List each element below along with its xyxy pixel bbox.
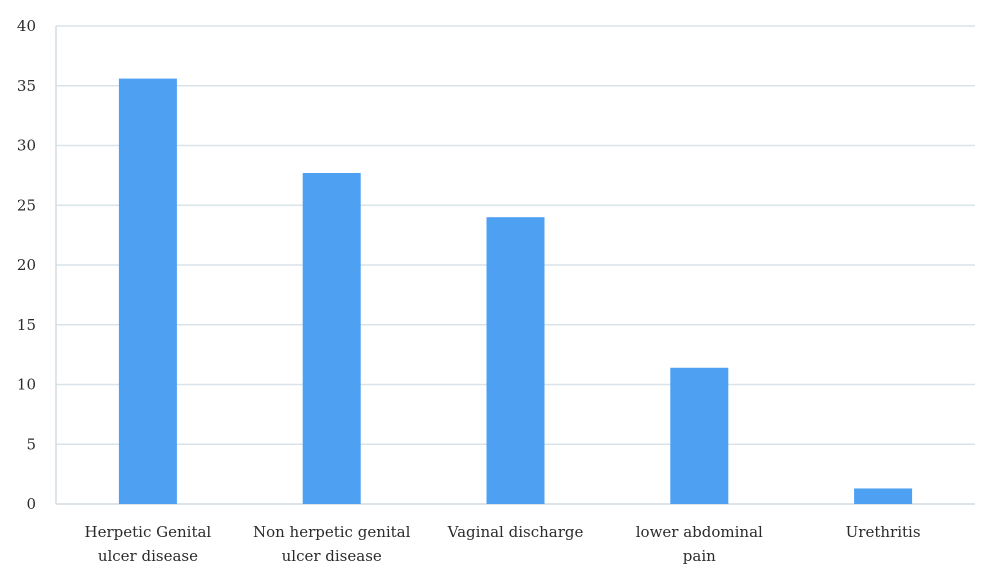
- x-tick-label: Vaginal discharge: [447, 523, 584, 541]
- y-tick-label: 10: [17, 376, 36, 394]
- y-tick-label: 0: [26, 495, 36, 513]
- y-tick-label: 20: [17, 256, 36, 274]
- bars: [118, 78, 913, 505]
- bar: [302, 172, 361, 505]
- y-tick-label: 35: [17, 77, 36, 95]
- y-tick-label: 30: [17, 137, 36, 155]
- bar: [118, 78, 177, 504]
- x-axis-ticks: Herpetic Genital ulcer disease Non herpeti…: [85, 523, 921, 565]
- y-tick-label: 5: [26, 435, 36, 453]
- y-axis-ticks: 0 5 10 15 20 25 30 35 40: [17, 17, 36, 513]
- bar: [854, 488, 913, 504]
- bar: [670, 367, 729, 504]
- x-tick-label: Urethritis: [846, 523, 921, 541]
- y-tick-label: 25: [17, 196, 36, 214]
- bar: [486, 217, 545, 504]
- x-tick-label: Herpetic Genital ulcer disease: [85, 523, 212, 565]
- x-tick-label: Non herpetic genital ulcer disease: [253, 523, 411, 565]
- y-tick-label: 40: [17, 17, 36, 35]
- y-tick-label: 15: [17, 316, 36, 334]
- x-tick-label: lower abdominal pain: [636, 523, 763, 565]
